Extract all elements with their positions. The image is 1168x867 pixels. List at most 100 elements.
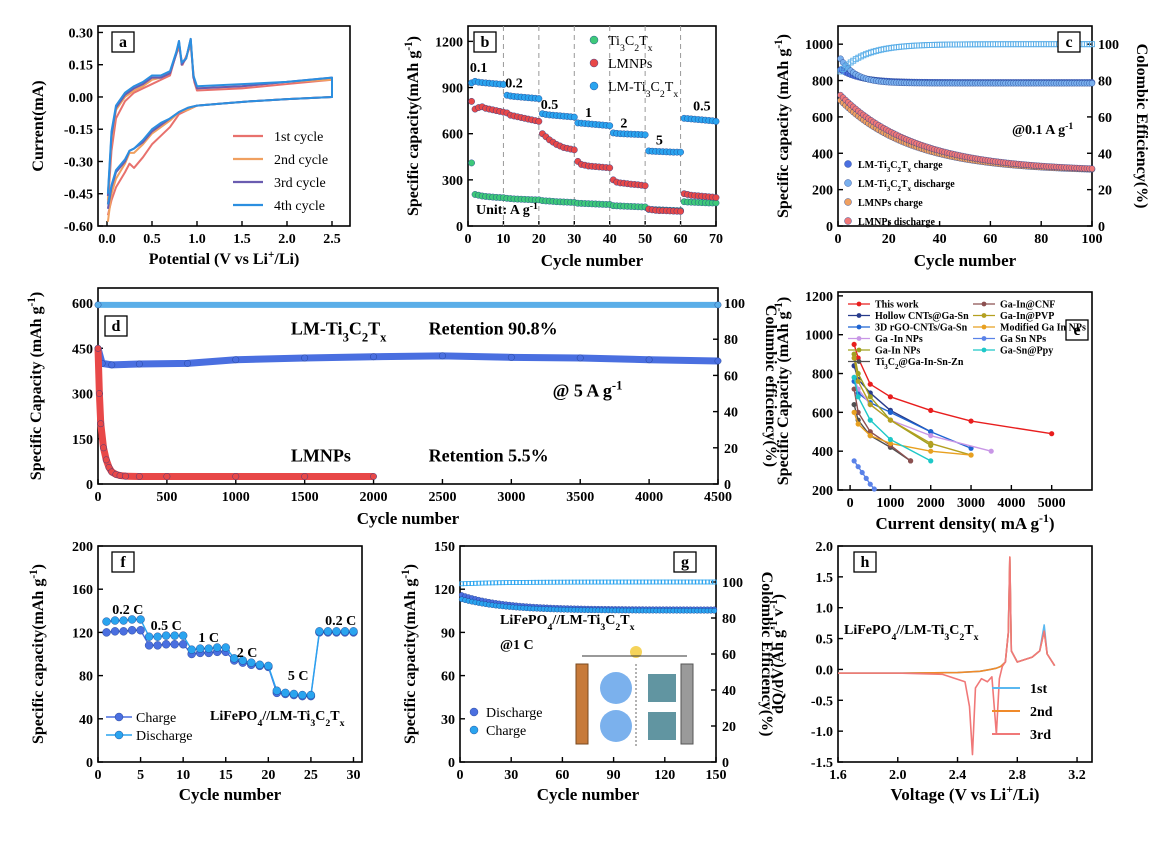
rate-label: 0.1 xyxy=(470,61,488,76)
legend-marker xyxy=(844,217,852,225)
y-tick-label: 1200 xyxy=(435,35,463,50)
data-point-Columbic efficiency xyxy=(714,301,722,309)
data-point-LMNPs xyxy=(677,207,684,215)
y-tick-label: 600 xyxy=(72,297,93,312)
data-point-Discharge xyxy=(298,690,307,700)
data-point-LMNPs xyxy=(468,97,475,105)
y2-tick-label: 0 xyxy=(722,756,729,771)
y-tick-label: 0 xyxy=(448,756,455,771)
data-point-LM-Ti3C2Tx xyxy=(570,113,578,121)
x-axis-label: Cycle number xyxy=(541,251,644,270)
cell-label: LiFePO4//LM-Ti3C2Tx xyxy=(210,709,345,729)
data-point-ce xyxy=(551,579,557,585)
legend-label: Hollow CNTs@Ga-Sn xyxy=(875,311,969,322)
legend-label: LM-Ti3C2Tx charge xyxy=(858,160,943,174)
panel-e: 0 1000 2000 3000 4000 5000 200 400 600 800 1000 120… xyxy=(773,290,1093,533)
x-tick-label: 10 xyxy=(176,768,190,783)
data-point-Ga-Sn@Ppy xyxy=(855,394,861,400)
data-point-ce xyxy=(612,579,618,585)
data-point-ce xyxy=(534,579,540,585)
data-point-LMNPs xyxy=(102,456,110,464)
data-point-LMNPs xyxy=(94,344,102,352)
y-tick-label: 0.00 xyxy=(69,91,94,106)
plot-frame xyxy=(97,25,351,227)
x-tick-label: 4000 xyxy=(635,490,663,505)
panel-f: 0 5 10 15 20 25 30 0 40 80 120 160 200 0.2 C 0.5 C 1 C 2… xyxy=(28,540,363,804)
rate-label: 0.2 xyxy=(505,77,523,92)
series-line-Charge xyxy=(106,629,354,697)
x-tick-label: 70 xyxy=(709,232,723,247)
data-point-This work xyxy=(887,394,894,400)
data-point-Discharge xyxy=(323,627,333,636)
x-tick-label: 3000 xyxy=(957,496,985,511)
x-tick-label: 50 xyxy=(638,232,652,247)
x-tick-label: 1.6 xyxy=(829,768,847,783)
data-point-Ti3C2Tx xyxy=(468,159,475,167)
y-tick-label: 80 xyxy=(79,670,93,685)
y-tick-label: 0 xyxy=(86,478,93,493)
x-axis-label: Cycle number xyxy=(179,785,282,804)
x-tick-label: 1.5 xyxy=(233,232,251,247)
data-point-Ti3C2@Ga-In-Sn-Zn xyxy=(851,401,857,408)
x-tick-label: 25 xyxy=(304,768,318,783)
data-point-ce xyxy=(486,580,492,586)
x-tick-label: 2000 xyxy=(360,490,388,505)
y-tick-label: 1.0 xyxy=(816,602,834,617)
y-tick-label: 0 xyxy=(826,220,833,235)
data-point-Charge xyxy=(161,640,171,649)
annotation-rate: @ 5 A g-1 xyxy=(553,379,623,401)
data-point-ce xyxy=(691,579,697,585)
legend-marker xyxy=(589,35,599,45)
y2-tick-label: 100 xyxy=(1098,38,1119,53)
mxene-block xyxy=(648,712,676,740)
data-point-LM-Ti3C2Tx xyxy=(507,353,515,361)
y-tick-label: 120 xyxy=(72,626,93,641)
data-point-Ga -In NPs xyxy=(988,448,994,454)
x-tick-label: 0 xyxy=(95,490,102,505)
data-point-ce xyxy=(629,579,635,585)
y-tick-label: 400 xyxy=(812,147,833,162)
y-tick-label: -1.0 xyxy=(811,725,833,740)
y2-tick-label: 0 xyxy=(1098,220,1105,235)
y-tick-label: 1000 xyxy=(805,329,833,344)
y-tick-label: 120 xyxy=(434,583,455,598)
data-point-Ga-In@PVP xyxy=(867,401,873,408)
data-point-LM-Ti3C2Tx xyxy=(645,356,653,364)
y-tick-label: -1.5 xyxy=(811,756,833,771)
data-point-Discharge xyxy=(264,661,273,671)
y2-tick-label: 0 xyxy=(724,478,731,493)
data-point-ce xyxy=(664,579,669,585)
data-point-LMNPs xyxy=(570,146,578,154)
x-tick-label: 1500 xyxy=(291,490,319,505)
bulb-icon xyxy=(630,646,642,658)
data-point-LMNPs xyxy=(95,390,103,397)
plot-frame xyxy=(837,291,1093,491)
panel-c: 0 20 40 60 80 1000200400600800100002040608010… xyxy=(773,25,1150,270)
data-point-ce xyxy=(705,579,710,585)
data-point-3D rGO-CNTs/Ga-Sn xyxy=(928,429,934,435)
panel-label-text: b xyxy=(481,34,490,51)
data-point-ce xyxy=(660,579,666,585)
data-point-Ga-In NPs xyxy=(867,394,873,400)
x-tick-label: 2500 xyxy=(428,490,456,505)
y2-tick-label: 40 xyxy=(1098,147,1112,162)
y2-tick-label: 60 xyxy=(724,369,738,384)
y-tick-label: 300 xyxy=(442,174,463,189)
data-point-ce xyxy=(708,579,714,585)
particle-cluster xyxy=(600,672,632,704)
data-point-LMNPs xyxy=(122,472,129,480)
data-point-Ga-Sn@Ppy xyxy=(928,458,934,464)
x-tick-label: 2.8 xyxy=(1009,768,1027,783)
legend-label: LMNPs charge xyxy=(858,198,923,209)
data-point-LMNPs xyxy=(301,473,309,480)
legend-marker xyxy=(844,160,852,168)
x-tick-label: 3000 xyxy=(497,490,525,505)
data-point-LMNPs xyxy=(712,194,720,201)
x-tick-label: 40 xyxy=(933,232,947,247)
legend-marker xyxy=(856,301,862,307)
x-tick-label: 150 xyxy=(706,768,727,783)
data-point-Ga Sn NPs xyxy=(855,464,861,470)
cell-label: LiFePO4//LM-Ti3C2Tx xyxy=(844,623,979,643)
x-tick-label: 0 xyxy=(835,232,842,247)
